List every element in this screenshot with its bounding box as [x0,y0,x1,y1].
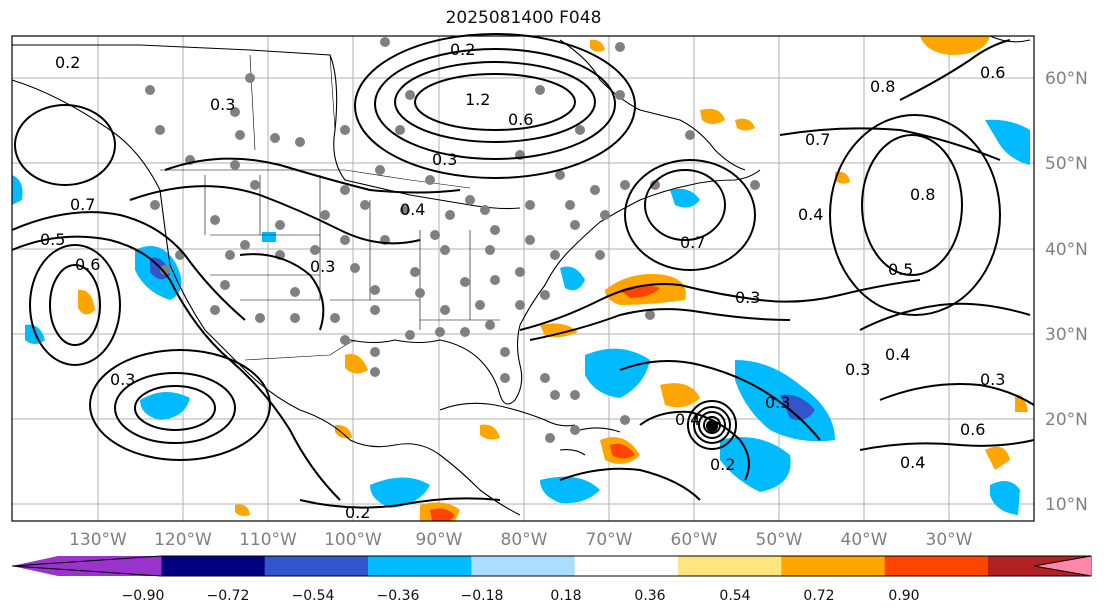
lat-label: 20°N [1045,410,1088,430]
lon-label: 120°W [154,530,212,550]
lat-label: 50°N [1045,154,1088,174]
contour-label: 0.4 [885,345,910,364]
lon-label: 80°W [501,530,548,550]
positive-shading [78,36,1028,521]
contour-label: 0.8 [870,77,895,96]
lon-label: 60°W [671,530,718,550]
colorbar-segment [678,556,782,576]
latitude-labels: 60°N 50°N 40°N 30°N 20°N 10°N [1045,69,1088,515]
contour-label: 0.4 [900,453,925,472]
contour-label: 0.5 [888,260,913,279]
contour-label: 0.6 [980,63,1005,82]
colorbar-segment [368,556,472,576]
colorbar-segment [471,556,576,576]
contour-lines [11,33,1035,509]
colorbar-tick-label: 0.54 [719,588,750,604]
contour-label: 0.5 [40,230,65,249]
lon-label: 70°W [586,530,633,550]
contour-label: 0.2 [450,40,475,59]
colorbar-segment [574,556,679,576]
contour-label: 0.6 [508,110,533,129]
contour-label: 0.2 [710,455,735,474]
coastlines [11,35,1031,516]
contour-label: 0.3 [980,370,1005,389]
contour-label-layer: 0.2 0.3 0.2 1.2 0.6 0.3 0.4 0.7 0.5 0.6 … [40,40,1005,522]
lon-label: 130°W [69,530,127,550]
lon-label: 100°W [324,530,382,550]
lon-label: 30°W [926,530,973,550]
map-frame [11,35,1035,522]
colorbar-segment [161,556,266,576]
hurricane-contours [687,400,737,450]
colorbar-tick-label: −0.90 [122,588,165,604]
colorbar-segment [264,556,369,576]
colorbar-tick-label: 0.72 [803,588,834,604]
contour-label: 0.7 [70,195,95,214]
colorbar-segment [1034,556,1092,576]
colorbar-tick-label: −0.72 [207,588,250,604]
colorbar-tick-label: −0.18 [461,588,504,604]
colorbar-segment [884,556,989,576]
colorbar-tick-label: 0.18 [550,588,581,604]
lon-label: 40°W [841,530,888,550]
borders [160,54,500,361]
colorbar-tick-label: 0.90 [888,588,919,604]
contour-label: 0.4 [400,200,425,219]
lat-label: 40°N [1045,240,1088,260]
contour-label: 0.2 [345,503,370,522]
contour-label: 0.3 [735,288,760,307]
hurricane-center [706,420,718,432]
contour-label: 0.7 [680,233,705,252]
lat-label: 10°N [1045,495,1088,515]
colorbar-outline [11,555,1092,577]
contour-label: 0.3 [310,257,335,276]
colorbar-tick-label: 0.36 [634,588,665,604]
contour-label: 0.4 [675,410,700,429]
contour-label: 0.8 [910,185,935,204]
contour-label: 0.2 [55,53,80,72]
colorbar [11,555,1092,577]
colorbar-tick-label: −0.36 [377,588,420,604]
colorbar-tick-label: −0.54 [292,588,335,604]
contour-label: 0.3 [432,150,457,169]
negative-shading [12,119,1030,515]
lat-label: 60°N [1045,69,1088,89]
contour-label: 0.3 [110,370,135,389]
chart-title: 2025081400 F048 [445,8,602,28]
lon-label: 110°W [239,530,297,550]
lat-label: 30°N [1045,325,1088,345]
contour-label: 0.6 [960,420,985,439]
contour-label: 1.2 [465,90,490,109]
colorbar-segment [12,556,162,576]
longitude-labels: 130°W 120°W 110°W 100°W 90°W 80°W 70°W 6… [69,530,973,550]
colorbar-labels: −0.90 −0.72 −0.54 −0.36 −0.18 0.18 0.36 … [122,588,920,604]
colorbar-segment [781,556,886,576]
contour-label: 0.3 [210,95,235,114]
lon-label: 90°W [416,530,463,550]
contour-label: 0.4 [798,205,823,224]
contour-label: 0.7 [805,130,830,149]
lon-label: 50°W [756,530,803,550]
station-dots [145,37,760,443]
contour-label: 0.3 [845,360,870,379]
contour-label: 0.6 [75,255,100,274]
contour-label: 0.3 [765,393,790,412]
